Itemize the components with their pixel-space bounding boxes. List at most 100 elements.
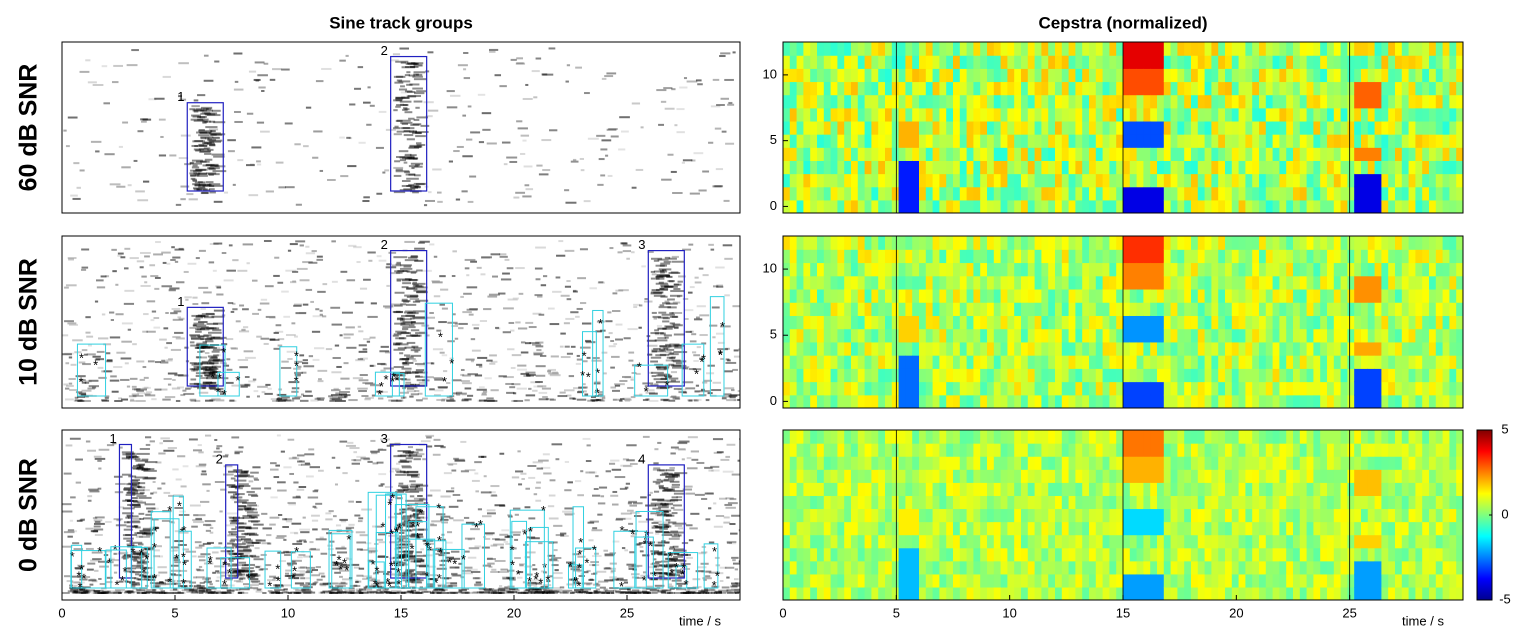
cell <box>1375 329 1382 343</box>
cell <box>1422 81 1429 95</box>
track <box>283 316 290 318</box>
cell <box>1232 200 1239 214</box>
cell <box>810 236 817 250</box>
cell <box>1035 174 1042 188</box>
cell <box>1001 382 1008 396</box>
cell <box>797 329 804 343</box>
cell <box>994 68 1001 82</box>
cell <box>1347 42 1354 56</box>
track <box>406 84 412 86</box>
cell <box>1273 395 1280 409</box>
cell <box>1198 174 1205 188</box>
track <box>145 394 155 396</box>
cell <box>878 174 885 188</box>
cell <box>1028 289 1035 303</box>
cell <box>1089 382 1096 396</box>
track-marker: * <box>595 385 600 400</box>
cell <box>1354 329 1361 343</box>
cell <box>831 81 838 95</box>
cell <box>1239 160 1246 174</box>
cell <box>1368 342 1375 356</box>
track <box>170 312 177 314</box>
cell <box>1259 108 1266 122</box>
cell <box>919 329 926 343</box>
cell <box>1368 276 1375 290</box>
cell <box>1232 174 1239 188</box>
cell <box>1300 395 1307 409</box>
cell <box>844 315 851 329</box>
cell <box>1055 121 1062 135</box>
track <box>316 80 324 82</box>
track <box>678 281 683 283</box>
cell <box>919 249 926 263</box>
cell <box>1320 160 1327 174</box>
cell <box>1259 315 1266 329</box>
track <box>486 360 492 362</box>
cell <box>1028 342 1035 356</box>
cell <box>1307 276 1314 290</box>
cell <box>1082 95 1089 109</box>
track <box>231 436 239 438</box>
cell <box>851 174 858 188</box>
cell <box>1300 68 1307 82</box>
cell <box>1137 382 1144 396</box>
cell <box>871 160 878 174</box>
track <box>363 102 371 104</box>
cell <box>1055 95 1062 109</box>
cell <box>1395 81 1402 95</box>
track <box>277 282 283 284</box>
cell <box>1245 315 1252 329</box>
cell <box>1415 95 1422 109</box>
track <box>302 588 309 590</box>
cell <box>1429 174 1436 188</box>
cell <box>878 121 885 135</box>
cell <box>892 382 899 396</box>
cell <box>885 249 892 263</box>
cell <box>871 262 878 276</box>
track <box>719 55 725 57</box>
track <box>526 188 534 190</box>
track <box>166 359 172 361</box>
cell <box>1266 315 1273 329</box>
cell <box>899 42 906 56</box>
cell <box>1347 289 1354 303</box>
track <box>287 358 292 360</box>
cell <box>1225 368 1232 382</box>
cell <box>905 108 912 122</box>
track <box>212 110 221 112</box>
cell <box>1116 355 1123 369</box>
cell <box>1116 108 1123 122</box>
cell <box>1082 276 1089 290</box>
track <box>522 140 526 142</box>
cell <box>919 342 926 356</box>
cell <box>1402 236 1409 250</box>
track <box>414 174 421 176</box>
track <box>608 128 618 130</box>
cell <box>1449 236 1456 250</box>
track <box>69 356 72 358</box>
track <box>463 293 472 295</box>
cell <box>1205 68 1212 82</box>
cell <box>1334 55 1341 69</box>
cell <box>1116 262 1123 276</box>
cell <box>1313 55 1320 69</box>
cell <box>1245 108 1252 122</box>
cell <box>1048 68 1055 82</box>
track <box>571 346 576 348</box>
cell <box>837 174 844 188</box>
cell <box>1429 395 1436 409</box>
track <box>684 77 687 79</box>
cell <box>1069 289 1076 303</box>
track <box>487 509 496 511</box>
track <box>566 81 569 83</box>
track <box>223 365 229 367</box>
cell <box>1048 95 1055 109</box>
cell <box>1116 368 1123 382</box>
track <box>644 298 647 300</box>
track <box>204 55 209 57</box>
track <box>672 256 679 258</box>
cell <box>905 42 912 56</box>
track <box>411 272 416 274</box>
cell <box>1150 289 1157 303</box>
cell <box>803 187 810 201</box>
